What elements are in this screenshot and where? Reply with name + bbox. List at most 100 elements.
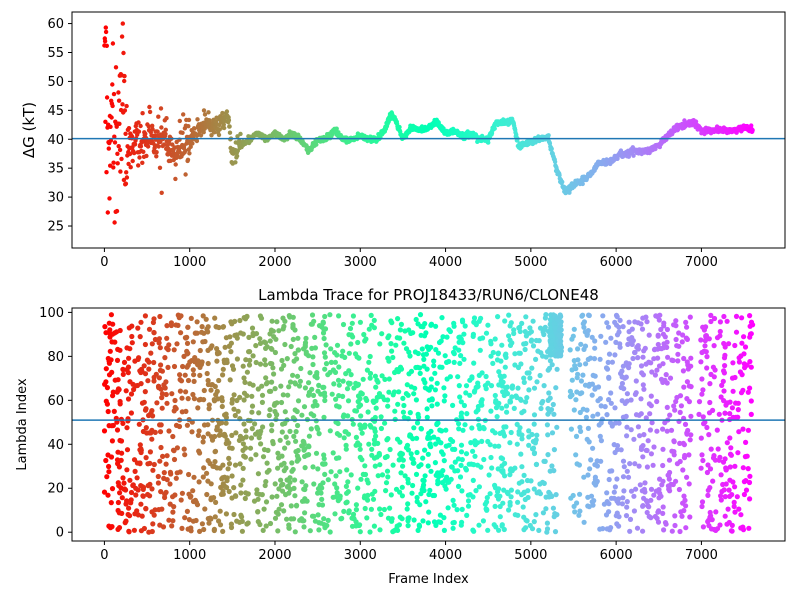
lambda-point	[138, 501, 144, 507]
lambda-point	[208, 387, 214, 393]
lambda-point	[578, 341, 584, 347]
lambda-point	[323, 361, 330, 367]
lambda-point	[722, 456, 728, 462]
dg-y-tick-label: 45	[47, 104, 64, 119]
lambda-point	[336, 382, 342, 388]
lambda-point	[301, 524, 307, 530]
lambda-point	[397, 451, 403, 457]
lambda-point	[216, 377, 222, 384]
lambda-point	[194, 319, 200, 325]
lambda-y-tick-label: 60	[47, 394, 64, 409]
lambda-point	[132, 468, 138, 474]
lambda-point	[501, 433, 507, 439]
lambda-point	[284, 484, 291, 490]
lambda-point	[237, 461, 243, 467]
dg-point	[108, 124, 113, 129]
dg-x-tick-label: 1000	[173, 255, 206, 270]
lambda-point	[683, 503, 689, 509]
lambda-point	[598, 333, 604, 339]
lambda-point	[342, 429, 348, 435]
lambda-point	[400, 463, 406, 469]
lambda-point	[162, 385, 168, 391]
lambda-point	[413, 364, 419, 371]
lambda-point	[178, 313, 184, 319]
dg-y-tick-label: 50	[47, 75, 64, 90]
lambda-point	[171, 347, 177, 353]
lambda-point	[358, 413, 364, 419]
lambda-point	[707, 509, 713, 516]
lambda-point	[280, 488, 286, 494]
lambda-point	[660, 426, 666, 432]
lambda-point	[698, 465, 704, 471]
lambda-point	[575, 357, 581, 363]
lambda-point	[417, 502, 423, 508]
lambda-point	[264, 460, 270, 466]
lambda-point	[322, 397, 328, 404]
lambda-point	[706, 410, 713, 416]
lambda-point	[285, 440, 291, 446]
lambda-point	[519, 464, 525, 470]
lambda-point	[451, 502, 457, 508]
lambda-point	[269, 428, 275, 434]
lambda-point	[585, 356, 591, 362]
dg-point	[180, 130, 185, 135]
lambda-point	[149, 486, 155, 492]
lambda-point	[379, 472, 386, 478]
lambda-point	[241, 421, 247, 427]
lambda-point	[232, 318, 238, 324]
lambda-point	[726, 487, 732, 493]
lambda-point	[581, 519, 587, 525]
lambda-point	[297, 517, 303, 523]
lambda-point	[147, 460, 153, 466]
lambda-point	[429, 403, 435, 409]
lambda-point	[238, 512, 244, 518]
lambda-point	[611, 442, 617, 448]
lambda-point	[292, 407, 298, 413]
lambda-point	[503, 403, 510, 409]
lambda-point	[581, 346, 587, 352]
lambda-point	[633, 486, 639, 492]
lambda-point	[703, 333, 709, 339]
dg-point	[119, 34, 125, 39]
lambda-point	[707, 514, 713, 520]
dg-point	[143, 131, 148, 136]
lambda-point	[700, 414, 706, 420]
lambda-point	[247, 349, 253, 355]
lambda-point	[507, 398, 513, 404]
lambda-point	[442, 477, 448, 483]
lambda-point	[229, 495, 235, 501]
lambda-point	[664, 428, 670, 434]
lambda-point	[699, 376, 705, 382]
lambda-point	[398, 321, 404, 327]
lambda-point	[452, 459, 458, 465]
lambda-point	[294, 502, 300, 508]
lambda-point	[435, 350, 442, 356]
lambda-point	[700, 387, 706, 393]
lambda-point	[509, 383, 516, 389]
lambda-point	[172, 397, 178, 404]
lambda-point	[530, 343, 537, 349]
lambda-point	[549, 463, 555, 469]
lambda-point	[313, 450, 320, 456]
lambda-point	[289, 460, 295, 466]
lambda-point	[138, 483, 144, 489]
lambda-point	[590, 413, 596, 419]
lambda-point	[425, 520, 431, 526]
lambda-point	[500, 469, 506, 476]
lambda-point	[530, 318, 536, 324]
lambda-point	[470, 448, 476, 454]
lambda-point	[209, 343, 215, 349]
lambda-point	[243, 357, 249, 363]
dg-point	[111, 165, 116, 170]
lambda-point	[488, 383, 495, 389]
lambda-point	[744, 362, 750, 368]
lambda-point	[483, 386, 489, 392]
lambda-point	[730, 360, 736, 366]
lambda-point	[710, 364, 717, 370]
lambda-point	[329, 391, 335, 397]
lambda-point	[613, 312, 620, 318]
lambda-point	[472, 453, 478, 459]
lambda-point	[143, 455, 149, 461]
lambda-point	[231, 392, 237, 398]
lambda-point	[519, 436, 525, 442]
